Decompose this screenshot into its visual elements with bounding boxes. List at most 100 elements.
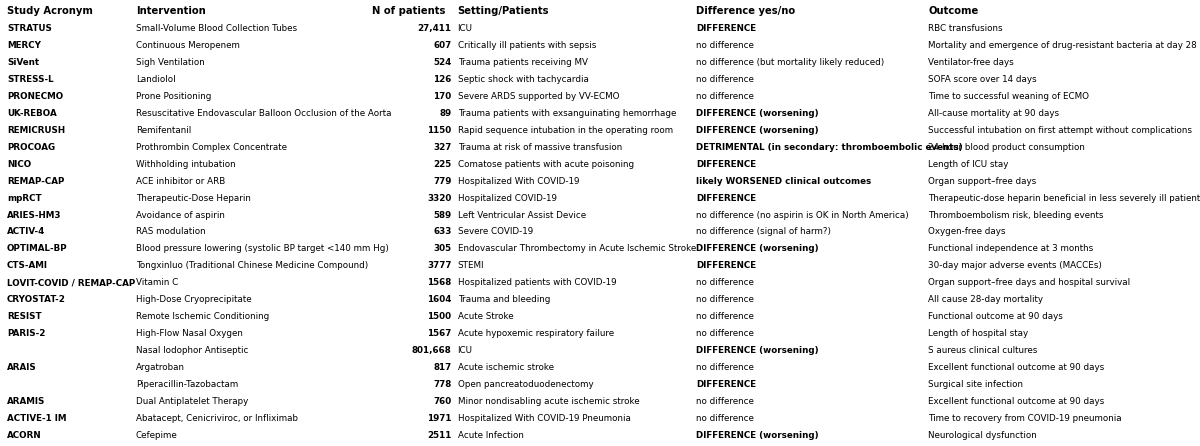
Text: Functional independence at 3 months: Functional independence at 3 months	[929, 244, 1093, 253]
Text: 607: 607	[433, 41, 451, 50]
Text: Time to successful weaning of ECMO: Time to successful weaning of ECMO	[929, 92, 1090, 101]
Text: no difference: no difference	[696, 363, 754, 372]
Text: Acute ischemic stroke: Acute ischemic stroke	[457, 363, 553, 372]
Text: OPTIMAL-BP: OPTIMAL-BP	[7, 244, 67, 253]
Text: N of patients: N of patients	[372, 6, 445, 16]
Text: LOVIT-COVID / REMAP-CAP: LOVIT-COVID / REMAP-CAP	[7, 278, 136, 287]
Text: Excellent functional outcome at 90 days: Excellent functional outcome at 90 days	[929, 397, 1105, 406]
Text: no difference: no difference	[696, 75, 754, 84]
Text: no difference: no difference	[696, 414, 754, 423]
Text: DIFFERENCE (worsening): DIFFERENCE (worsening)	[696, 109, 818, 118]
Text: 524: 524	[433, 58, 451, 67]
Text: Excellent functional outcome at 90 days: Excellent functional outcome at 90 days	[929, 363, 1105, 372]
Text: 589: 589	[433, 211, 451, 219]
Text: ARIES-HM3: ARIES-HM3	[7, 211, 61, 219]
Text: Tongxinluo (Traditional Chinese Medicine Compound): Tongxinluo (Traditional Chinese Medicine…	[136, 261, 368, 270]
Text: no difference: no difference	[696, 329, 754, 338]
Text: Hospitalized With COVID-19 Pneumonia: Hospitalized With COVID-19 Pneumonia	[457, 414, 630, 423]
Text: Organ support–free days and hospital survival: Organ support–free days and hospital sur…	[929, 278, 1130, 287]
Text: ACTIVE-1 IM: ACTIVE-1 IM	[7, 414, 66, 423]
Text: Thromboembolism risk, bleeding events: Thromboembolism risk, bleeding events	[929, 211, 1104, 219]
Text: DIFFERENCE: DIFFERENCE	[696, 160, 756, 169]
Text: Landiolol: Landiolol	[136, 75, 175, 84]
Text: Rapid sequence intubation in the operating room: Rapid sequence intubation in the operati…	[457, 126, 673, 135]
Text: Functional outcome at 90 days: Functional outcome at 90 days	[929, 312, 1063, 321]
Text: 778: 778	[433, 380, 451, 389]
Text: Therapeutic-dose heparin beneficial in less severely ill patients: Therapeutic-dose heparin beneficial in l…	[929, 194, 1200, 202]
Text: Neurological dysfunction: Neurological dysfunction	[929, 431, 1037, 440]
Text: Difference yes/no: Difference yes/no	[696, 6, 796, 16]
Text: 779: 779	[433, 177, 451, 186]
Text: RAS modulation: RAS modulation	[136, 227, 205, 236]
Text: Outcome: Outcome	[929, 6, 979, 16]
Text: Remifentanil: Remifentanil	[136, 126, 191, 135]
Text: Minor nondisabling acute ischemic stroke: Minor nondisabling acute ischemic stroke	[457, 397, 640, 406]
Text: Open pancreatoduodenectomy: Open pancreatoduodenectomy	[457, 380, 593, 389]
Text: Hospitalized With COVID-19: Hospitalized With COVID-19	[457, 177, 580, 186]
Text: 24-hour blood product consumption: 24-hour blood product consumption	[929, 143, 1085, 152]
Text: ARAMIS: ARAMIS	[7, 397, 46, 406]
Text: Oxygen-free days: Oxygen-free days	[929, 227, 1006, 236]
Text: DIFFERENCE: DIFFERENCE	[696, 194, 756, 202]
Text: Setting/Patients: Setting/Patients	[457, 6, 550, 16]
Text: ACORN: ACORN	[7, 431, 42, 440]
Text: STEMI: STEMI	[457, 261, 484, 270]
Text: ACE inhibitor or ARB: ACE inhibitor or ARB	[136, 177, 224, 186]
Text: Small-Volume Blood Collection Tubes: Small-Volume Blood Collection Tubes	[136, 24, 296, 33]
Text: Left Ventricular Assist Device: Left Ventricular Assist Device	[457, 211, 586, 219]
Text: no difference: no difference	[696, 312, 754, 321]
Text: SiVent: SiVent	[7, 58, 40, 67]
Text: NICO: NICO	[7, 160, 31, 169]
Text: DIFFERENCE (worsening): DIFFERENCE (worsening)	[696, 244, 818, 253]
Text: Mortality and emergence of drug-resistant bacteria at day 28: Mortality and emergence of drug-resistan…	[929, 41, 1198, 50]
Text: Acute Infection: Acute Infection	[457, 431, 523, 440]
Text: 633: 633	[433, 227, 451, 236]
Text: All cause 28-day mortality: All cause 28-day mortality	[929, 295, 1044, 304]
Text: Successful intubation on first attempt without complications: Successful intubation on first attempt w…	[929, 126, 1193, 135]
Text: Surgical site infection: Surgical site infection	[929, 380, 1024, 389]
Text: ICU: ICU	[457, 24, 473, 33]
Text: Dual Antiplatelet Therapy: Dual Antiplatelet Therapy	[136, 397, 248, 406]
Text: 305: 305	[433, 244, 451, 253]
Text: mpRCT: mpRCT	[7, 194, 42, 202]
Text: 1971: 1971	[427, 414, 451, 423]
Text: Prothrombin Complex Concentrate: Prothrombin Complex Concentrate	[136, 143, 287, 152]
Text: Endovascular Thrombectomy in Acute Ischemic Stroke: Endovascular Thrombectomy in Acute Ische…	[457, 244, 696, 253]
Text: Abatacept, Cenicriviroc, or Infliximab: Abatacept, Cenicriviroc, or Infliximab	[136, 414, 298, 423]
Text: 225: 225	[433, 160, 451, 169]
Text: no difference: no difference	[696, 92, 754, 101]
Text: no difference: no difference	[696, 397, 754, 406]
Text: Remote Ischemic Conditioning: Remote Ischemic Conditioning	[136, 312, 269, 321]
Text: DIFFERENCE (worsening): DIFFERENCE (worsening)	[696, 431, 818, 440]
Text: High-Dose Cryoprecipitate: High-Dose Cryoprecipitate	[136, 295, 251, 304]
Text: Trauma and bleeding: Trauma and bleeding	[457, 295, 550, 304]
Text: Hospitalized patients with COVID-19: Hospitalized patients with COVID-19	[457, 278, 617, 287]
Text: 817: 817	[433, 363, 451, 372]
Text: Avoidance of aspirin: Avoidance of aspirin	[136, 211, 224, 219]
Text: Sigh Ventilation: Sigh Ventilation	[136, 58, 204, 67]
Text: Critically ill patients with sepsis: Critically ill patients with sepsis	[457, 41, 596, 50]
Text: PARIS-2: PARIS-2	[7, 329, 46, 338]
Text: UK-REBOA: UK-REBOA	[7, 109, 56, 118]
Text: Trauma at risk of massive transfusion: Trauma at risk of massive transfusion	[457, 143, 622, 152]
Text: Cefepime: Cefepime	[136, 431, 178, 440]
Text: Ventilator-free days: Ventilator-free days	[929, 58, 1014, 67]
Text: High-Flow Nasal Oxygen: High-Flow Nasal Oxygen	[136, 329, 242, 338]
Text: 760: 760	[433, 397, 451, 406]
Text: 27,411: 27,411	[418, 24, 451, 33]
Text: Length of ICU stay: Length of ICU stay	[929, 160, 1009, 169]
Text: Study Acronym: Study Acronym	[7, 6, 92, 16]
Text: Severe ARDS supported by VV-ECMO: Severe ARDS supported by VV-ECMO	[457, 92, 619, 101]
Text: Therapeutic-Dose Heparin: Therapeutic-Dose Heparin	[136, 194, 251, 202]
Text: DIFFERENCE: DIFFERENCE	[696, 261, 756, 270]
Text: 30-day major adverse events (MACCEs): 30-day major adverse events (MACCEs)	[929, 261, 1103, 270]
Text: 1567: 1567	[427, 329, 451, 338]
Text: RESIST: RESIST	[7, 312, 42, 321]
Text: ICU: ICU	[457, 346, 473, 355]
Text: Septic shock with tachycardia: Septic shock with tachycardia	[457, 75, 588, 84]
Text: Time to recovery from COVID-19 pneumonia: Time to recovery from COVID-19 pneumonia	[929, 414, 1122, 423]
Text: 2511: 2511	[427, 431, 451, 440]
Text: MERCY: MERCY	[7, 41, 41, 50]
Text: 1500: 1500	[427, 312, 451, 321]
Text: STRATUS: STRATUS	[7, 24, 52, 33]
